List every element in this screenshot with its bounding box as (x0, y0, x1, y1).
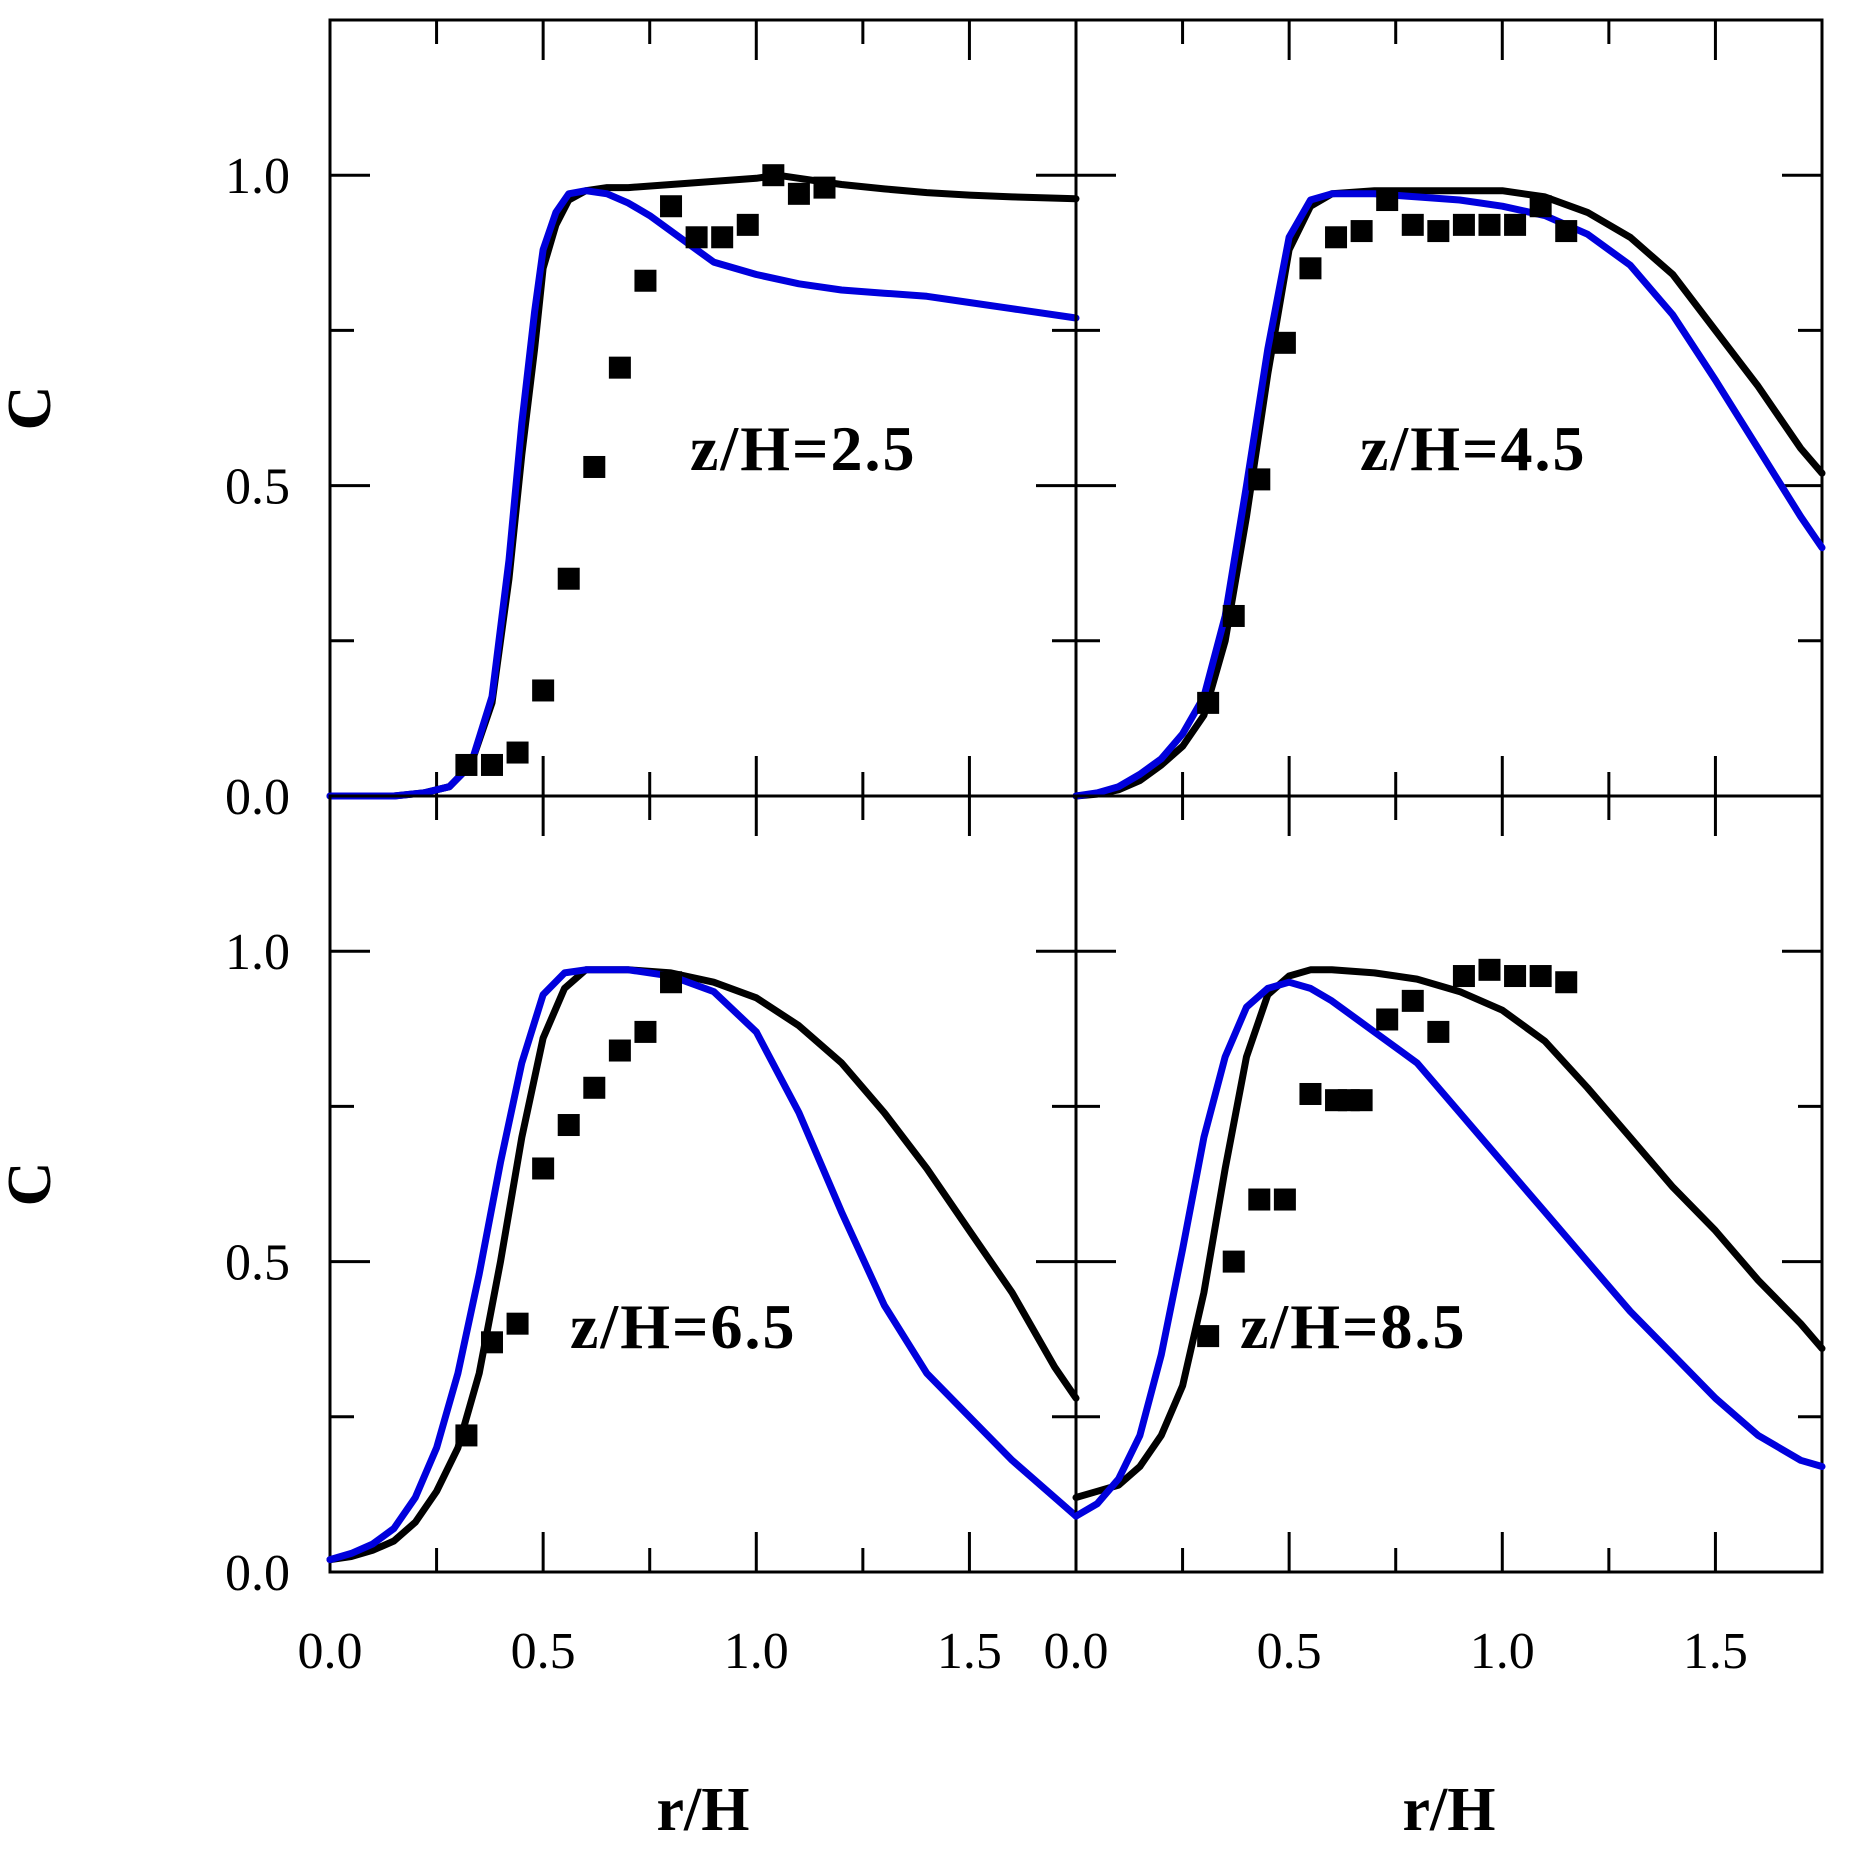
x-tick-label: 0.5 (511, 1623, 576, 1680)
data-marker (1504, 213, 1527, 236)
data-marker (1427, 220, 1450, 243)
data-marker (1427, 1020, 1450, 1043)
blue-curve (1072, 978, 1826, 1520)
y-tick-label: 0.5 (225, 1235, 290, 1292)
data-marker (1222, 604, 1245, 627)
data-marker (608, 1039, 631, 1062)
panel-annotation: z/H=6.5 (570, 1291, 796, 1362)
data-marker (1222, 1250, 1245, 1273)
panel-2: z/H=4.5 (1072, 18, 1826, 800)
y-tick-label: 0.5 (225, 459, 290, 516)
data-marker (1452, 213, 1475, 236)
x-tick-label: 0.5 (1257, 1623, 1322, 1680)
data-marker (1478, 213, 1501, 236)
data-marker (455, 753, 478, 776)
data-marker (1350, 1089, 1373, 1112)
panel-annotation: z/H=2.5 (690, 413, 916, 484)
data-marker (583, 1076, 606, 1099)
data-marker (1350, 220, 1373, 243)
x-axis-label: r/H (657, 1776, 750, 1844)
panel-annotation: z/H=8.5 (1240, 1291, 1466, 1362)
data-marker (1248, 1188, 1271, 1211)
data-marker (1529, 195, 1552, 218)
data-marker (634, 1020, 657, 1043)
data-marker (532, 1157, 555, 1180)
x-tick-label: 1.5 (937, 1623, 1002, 1680)
data-marker (1273, 1188, 1296, 1211)
x-tick-label: 1.0 (724, 1623, 789, 1680)
data-marker (787, 182, 810, 205)
data-marker (1197, 1325, 1220, 1348)
x-tick-label: 0.0 (1044, 1623, 1109, 1680)
data-marker (711, 226, 734, 249)
data-marker (583, 455, 606, 478)
data-marker (1504, 965, 1527, 988)
data-marker (455, 1424, 478, 1447)
x-tick-label: 0.0 (298, 1623, 363, 1680)
x-axis-label: r/H (1403, 1776, 1496, 1844)
data-marker (1325, 226, 1348, 249)
x-tick-label: 1.0 (1470, 1623, 1535, 1680)
data-marker (1299, 1082, 1322, 1105)
panel-1: 0.0 0.5 1.0 Cz/H=2.5 (0, 18, 1080, 826)
data-marker (480, 1331, 503, 1354)
data-marker (660, 195, 683, 218)
data-marker (1376, 1008, 1399, 1031)
panel-frame (1074, 794, 1824, 1574)
data-marker (608, 356, 631, 379)
panel-annotation: z/H=4.5 (1360, 413, 1586, 484)
data-marker (762, 164, 785, 187)
data-marker (1529, 965, 1552, 988)
y-tick-label: 1.0 (225, 148, 290, 205)
data-marker (1401, 989, 1424, 1012)
blue-curve (1072, 190, 1826, 800)
data-marker (1401, 213, 1424, 236)
y-tick-label: 0.0 (225, 1545, 290, 1602)
data-marker (736, 213, 759, 236)
data-marker (1376, 189, 1399, 212)
data-marker (557, 567, 580, 590)
data-marker (660, 971, 683, 994)
data-marker (813, 176, 836, 199)
data-marker (1197, 691, 1220, 714)
data-marker (1248, 468, 1271, 491)
y-tick-label: 1.0 (225, 924, 290, 981)
data-marker (480, 753, 503, 776)
blue-curve (326, 966, 1080, 1564)
data-marker (685, 226, 708, 249)
panel-3: 0.0 0.5 1.0 0.0 0.5 1.0 1.5 r/H Cz/H=6.5 (0, 794, 1080, 1844)
data-marker (1452, 965, 1475, 988)
data-marker (557, 1114, 580, 1137)
data-marker (1273, 331, 1296, 354)
y-axis-label: C (0, 1162, 64, 1207)
y-axis-label: C (0, 386, 64, 431)
x-tick-label: 1.5 (1683, 1623, 1748, 1680)
data-marker (1555, 971, 1578, 994)
data-marker (1478, 958, 1501, 981)
blue-curve (326, 187, 1080, 800)
data-marker (1299, 257, 1322, 280)
data-marker (506, 1312, 529, 1335)
y-tick-label: 0.0 (225, 769, 290, 826)
panel-4: 0.0 0.5 1.0 1.5 r/H z/H=8.5 (1044, 794, 1826, 1844)
data-marker (634, 269, 657, 292)
data-marker (1555, 220, 1578, 243)
data-marker (506, 741, 529, 764)
data-marker (532, 679, 555, 702)
black-curve (1072, 966, 1826, 1501)
chart-panels: 0.0 0.5 1.0 Cz/H=2.5 z/H=4.5 0.0 0.5 1.0 0.0 0.5 1… (0, 18, 1826, 1844)
